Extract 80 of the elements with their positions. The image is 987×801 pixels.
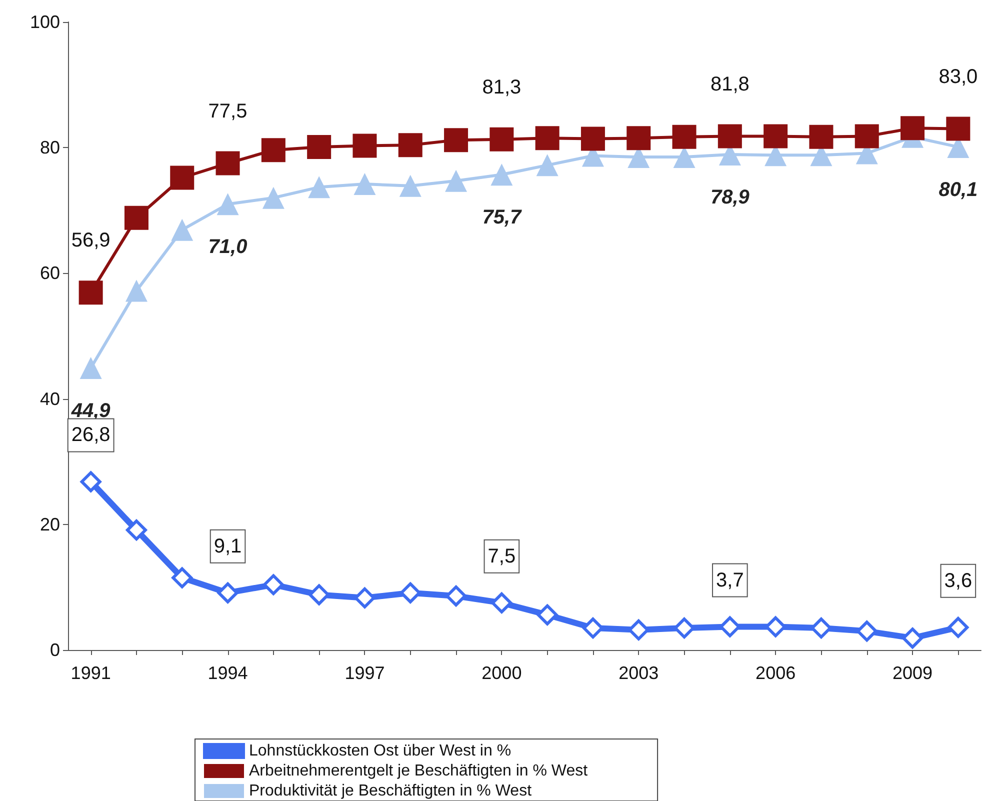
point: [399, 174, 422, 197]
point: [170, 166, 194, 190]
point: [80, 357, 102, 380]
point: [582, 618, 604, 639]
data-label: 44,9: [70, 400, 112, 422]
point: [490, 164, 513, 186]
data-label: 83,0: [938, 66, 978, 88]
y-tick-label: 40: [40, 388, 60, 409]
point: [125, 280, 148, 302]
y-tick-label: 80: [40, 138, 60, 158]
point: [217, 582, 238, 604]
point: [674, 618, 695, 639]
data-label: 80,1: [938, 178, 978, 201]
point: [307, 134, 332, 159]
y-tick-label: 0: [50, 640, 60, 660]
point: [80, 471, 102, 492]
point: [124, 206, 148, 230]
point: [491, 592, 512, 614]
point: [172, 567, 193, 588]
data-label: 9,1: [214, 535, 242, 558]
point: [78, 280, 103, 305]
point: [809, 124, 834, 149]
point: [216, 193, 239, 216]
point: [672, 124, 696, 149]
point: [216, 151, 240, 176]
y-tick-label: 100: [30, 12, 60, 32]
point: [764, 124, 788, 148]
point: [354, 173, 376, 196]
point: [810, 618, 832, 639]
point: [444, 128, 468, 152]
point: [902, 628, 924, 649]
point: [446, 585, 467, 606]
x-tick-label: 2006: [756, 663, 796, 683]
data-label: 71,0: [208, 236, 248, 258]
data-label: 26,8: [71, 424, 110, 446]
legend-label: Lohnstückkosten Ost über West in %: [249, 742, 512, 760]
point: [308, 584, 330, 606]
data-label: 3,6: [944, 570, 972, 592]
point: [445, 170, 468, 192]
y-tick-label: 60: [40, 263, 60, 284]
point: [900, 116, 925, 140]
data-label: 3,7: [716, 569, 744, 592]
point: [536, 604, 558, 626]
point: [126, 520, 147, 541]
point: [261, 138, 286, 162]
x-tick-label: 1994: [208, 663, 248, 683]
point: [398, 133, 422, 158]
point: [308, 176, 330, 198]
x-tick-label: 1997: [344, 663, 385, 683]
point: [354, 587, 376, 608]
point: [536, 154, 558, 176]
point: [854, 124, 879, 148]
point: [626, 126, 651, 150]
point: [718, 124, 742, 148]
legend-label: Produktivität je Beschäftigten in % West: [249, 782, 532, 800]
point: [856, 620, 878, 642]
data-label: 7,5: [488, 545, 516, 568]
data-label: 77,5: [208, 100, 248, 122]
point: [400, 582, 421, 604]
x-tick-label: 2009: [892, 663, 933, 683]
x-tick-label: 2003: [618, 663, 659, 683]
point: [535, 126, 560, 150]
x-tick-label: 2000: [482, 663, 522, 683]
data-label: 81,3: [482, 76, 522, 98]
data-label: 78,9: [710, 186, 750, 209]
point: [352, 134, 377, 158]
data-label: 56,9: [71, 230, 110, 252]
data-label: 81,8: [710, 73, 750, 96]
point: [262, 186, 284, 209]
point: [946, 116, 970, 141]
legend-label: Arbeitnehmerentgelt je Beschäftigten in % West: [249, 762, 588, 780]
x-tick-label: 1991: [70, 663, 111, 683]
point: [948, 616, 969, 638]
point: [628, 619, 650, 640]
data-label: 75,7: [482, 206, 522, 229]
point: [171, 218, 194, 241]
point: [262, 574, 284, 596]
y-tick-label: 20: [40, 514, 60, 534]
point: [580, 126, 605, 151]
point: [490, 127, 514, 152]
